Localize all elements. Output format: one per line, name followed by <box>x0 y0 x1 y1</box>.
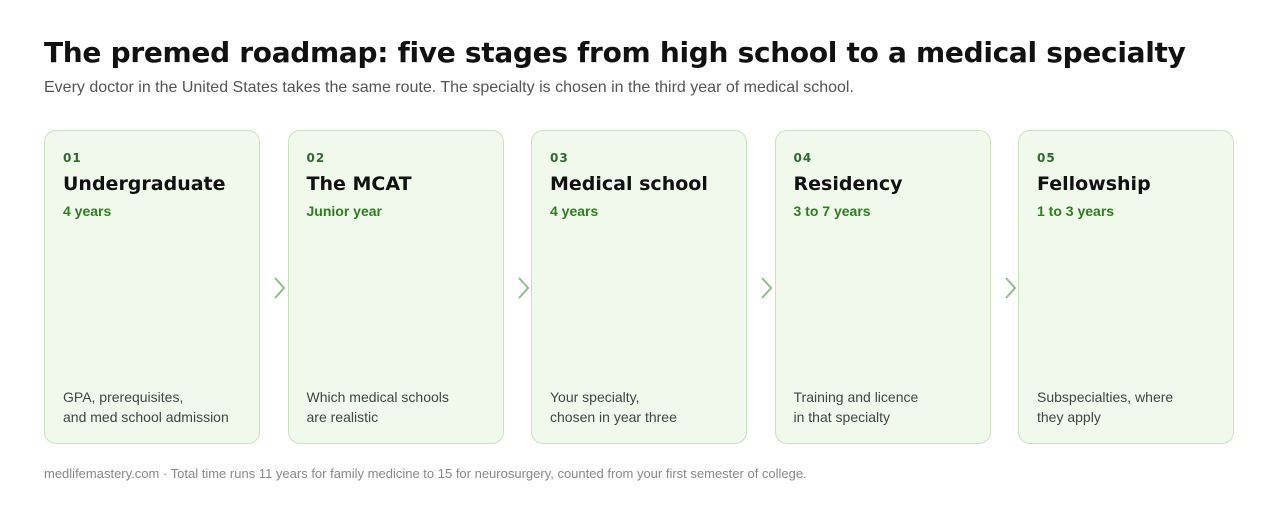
stage-number: 02 <box>306 151 326 165</box>
subtitle: Every doctor in the United States takes … <box>44 79 854 96</box>
arrow <box>274 277 286 299</box>
stage-number: 05 <box>1037 151 1056 165</box>
stage-duration: 1 to 3 years <box>1037 203 1115 219</box>
stage-name: Residency <box>793 173 903 195</box>
description-line: and med school admission <box>63 409 229 425</box>
description-line: in that specialty <box>793 409 891 425</box>
description-line: GPA, prerequisites, <box>63 389 184 405</box>
stage-name: Medical school <box>550 173 708 195</box>
stage-duration: Junior year <box>306 203 382 219</box>
stage-card: 03 Medical school 4 years Your specialty, ch… <box>531 130 747 444</box>
chevron <box>1004 277 1016 299</box>
stage-description: Training and licence in that specialty <box>794 387 919 427</box>
description-line: chosen in year three <box>550 409 677 425</box>
stage-duration: 4 years <box>550 203 599 219</box>
stage-name: Undergraduate <box>63 173 226 195</box>
stage-number: 03 <box>550 151 569 165</box>
stage-duration: 3 to 7 years <box>793 203 871 219</box>
arrow <box>517 277 529 299</box>
title: The premed roadmap: five stages from hig… <box>44 36 1186 69</box>
description-line: are realistic <box>306 409 379 425</box>
stage-name: Fellowship <box>1037 173 1151 195</box>
stage-duration: 4 years <box>63 203 112 219</box>
stage-number: 04 <box>793 151 813 165</box>
description-line: Training and licence <box>793 389 919 405</box>
chevron <box>761 277 773 299</box>
stage-name: The MCAT <box>306 173 412 195</box>
stage-card: 01 Undergraduate 4 years GPA, prerequisites… <box>44 130 260 444</box>
stage-description: GPA, prerequisites, and med school admiss… <box>63 387 229 427</box>
stage-description: Your specialty, chosen in year three <box>550 387 677 427</box>
stage-card: 04 Residency 3 to 7 years Training and lice… <box>774 130 991 444</box>
arrow <box>1004 277 1016 299</box>
footer: medlifemastery.com · Total time runs 11 … <box>44 466 807 481</box>
description-line: Which medical schools <box>306 389 449 405</box>
chevron <box>274 277 286 299</box>
arrow <box>761 277 773 299</box>
stage-description: Which medical schools are realistic <box>307 387 449 427</box>
description-line: Subspecialties, where <box>1037 389 1174 405</box>
description-line: Your specialty, <box>550 389 640 405</box>
stage-card: 05 Fellowship 1 to 3 years Subspecialties, … <box>1018 130 1234 444</box>
stage-description: Subspecialties, where they apply <box>1037 387 1173 427</box>
description-line: they apply <box>1037 409 1101 425</box>
stage-number: 01 <box>63 151 82 165</box>
chevron <box>517 277 529 299</box>
stage-card: 02 The MCAT Junior year Which medical schoo… <box>287 130 504 444</box>
